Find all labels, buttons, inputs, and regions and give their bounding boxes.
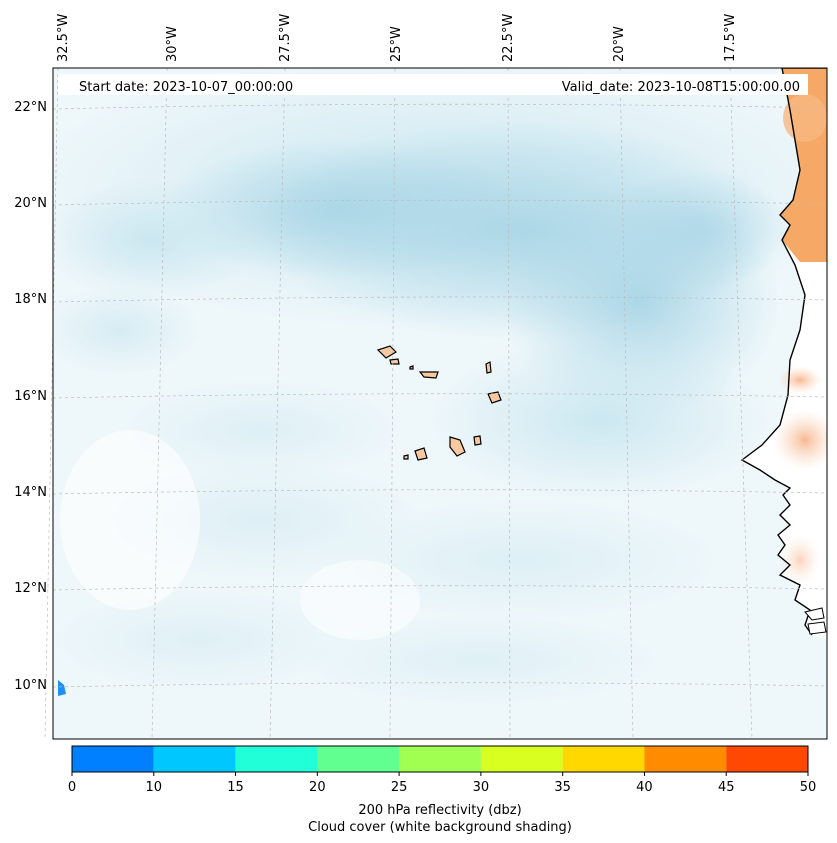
colorbar-tick-label: 35 (554, 780, 571, 795)
colorbar-border (71, 745, 809, 773)
map-gridlines (44, 67, 828, 740)
colorbar-sublabel: Cloud cover (white background shading) (308, 820, 572, 835)
colorbar-tick-label: 0 (68, 780, 76, 795)
lon-label: 27.5°W (278, 14, 293, 62)
lat-label: 18°N (14, 292, 47, 307)
colorbar-tick-label: 30 (473, 780, 490, 795)
lon-label: 20°W (612, 26, 627, 62)
colorbar-segment (399, 746, 481, 772)
colorbar-tick-label: 45 (718, 780, 735, 795)
lat-label: 10°N (14, 678, 47, 693)
colorbar-segment (726, 746, 808, 772)
colorbar-segment (644, 746, 727, 772)
lon-label: 17.5°W (723, 14, 738, 62)
colorbar-segment (317, 746, 400, 772)
map-border (52, 67, 828, 740)
lon-label: 25°W (389, 26, 404, 62)
colorbar-tick-label: 40 (636, 780, 653, 795)
colorbar-segment (72, 746, 154, 772)
lat-label: 14°N (14, 485, 47, 500)
colorbar-segment (562, 746, 645, 772)
lon-label: 30°W (165, 26, 180, 62)
colorbar-tick-label: 25 (391, 780, 408, 795)
lon-label: 22.5°W (501, 14, 516, 62)
start-date: Start date: 2023-10-07_00:00:00 (79, 80, 293, 95)
header-box (58, 74, 808, 95)
africa-coastline (740, 68, 827, 636)
colorbar-segment (153, 746, 236, 772)
lat-label: 16°N (14, 389, 47, 404)
colorbar: 0 10 15 20 25 30 35 40 45 50 (68, 745, 817, 795)
longitude-labels: 32.5°W 30°W 27.5°W 25°W 22.5°W 20°W 17.5… (56, 14, 738, 62)
colorbar-tick-label: 15 (227, 780, 244, 795)
colorbar-tick-label: 10 (146, 780, 163, 795)
latitude-labels: 22°N 20°N 18°N 16°N 14°N 12°N 10°N (14, 100, 47, 693)
cape-verde-islands (376, 345, 502, 461)
lat-label: 12°N (14, 581, 47, 596)
colorbar-tick-label: 50 (800, 780, 817, 795)
colorbar-label: 200 hPa reflectivity (dbz) (358, 803, 521, 818)
cloud-cover-shading (53, 68, 827, 739)
reflectivity-cell (58, 680, 66, 696)
valid-date: Valid_date: 2023-10-08T15:00:00.00 (562, 80, 800, 95)
colorbar-tick-label: 20 (309, 780, 326, 795)
lon-label: 32.5°W (56, 14, 71, 62)
lat-label: 22°N (14, 100, 47, 115)
colorbar-segment (235, 746, 318, 772)
lat-label: 20°N (14, 196, 47, 211)
colorbar-segment (480, 746, 563, 772)
